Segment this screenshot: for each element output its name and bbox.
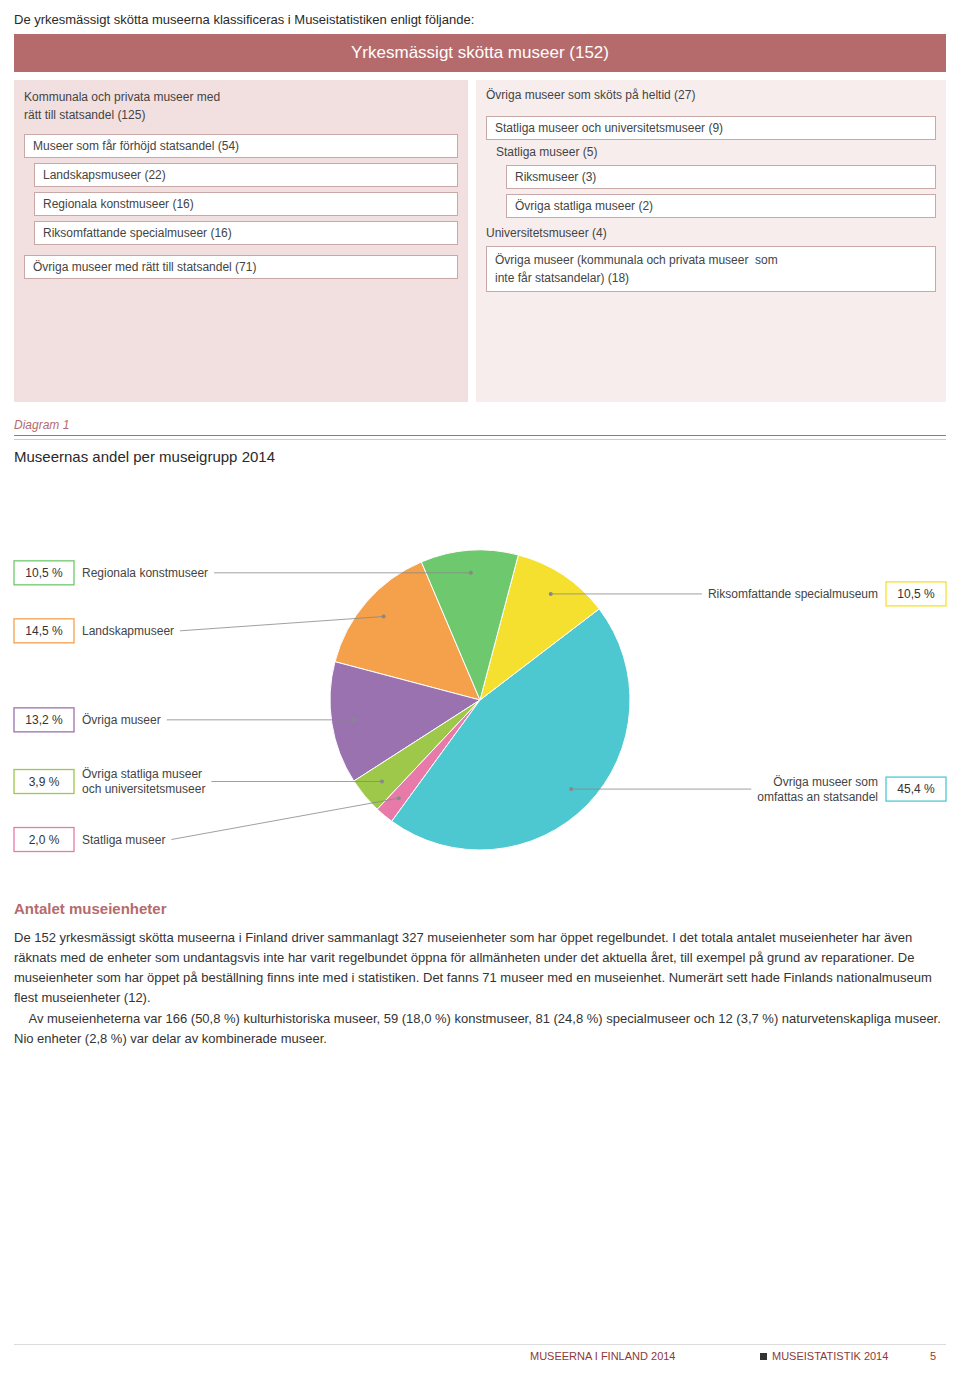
- category-label: Övriga statliga museeroch universitetsmu…: [82, 767, 205, 796]
- panel-title: Övriga museer som sköts på heltid (27): [486, 88, 936, 102]
- footer-text: MUSEISTATISTIK 2014: [772, 1350, 888, 1362]
- body-paragraph: De 152 yrkesmässigt skötta museerna i Fi…: [14, 928, 946, 1009]
- left-panel: Kommunala och privata museer med rätt ti…: [14, 80, 468, 402]
- pie-chart: 10,5 % Regionala konstmuseer 14,5 % Landska…: [0, 480, 960, 880]
- body-heading: Antalet museienheter: [14, 900, 167, 917]
- divider: [14, 439, 946, 440]
- value-box: [14, 708, 74, 732]
- leader-dot: [549, 592, 553, 596]
- value-box: [886, 582, 946, 606]
- data-label: 2,0 %: [29, 833, 60, 847]
- leader-line: [551, 593, 702, 594]
- category-label: Regionala konstmuseer: [82, 566, 208, 580]
- data-label: 13,2 %: [25, 713, 63, 727]
- page-title: De yrkesmässigt skötta museerna klassifi…: [14, 12, 474, 27]
- category-label: Statliga museer: [82, 833, 165, 847]
- item-box: Riksmuseer (3): [506, 165, 936, 189]
- footer-text: MUSEERNA I FINLAND 2014: [530, 1350, 676, 1362]
- data-label: 45,4 %: [897, 782, 935, 796]
- leader-dot: [352, 718, 356, 722]
- header-bar: Yrkesmässigt skötta museer (152): [14, 34, 946, 72]
- value-box: [14, 770, 74, 794]
- item-box: Landskapsmuseer (22): [34, 163, 458, 187]
- leader-line: [571, 789, 751, 790]
- footer-rule: [14, 1344, 946, 1345]
- right-panel: Övriga museer som sköts på heltid (27) St…: [476, 80, 946, 402]
- data-label: 3,9 %: [29, 775, 60, 789]
- group-box: Övriga museer (kommunala och privata mus…: [486, 246, 936, 292]
- data-label: 10,5 %: [25, 566, 63, 580]
- wedges: [330, 550, 630, 850]
- annotations: 10,5 % Regionala konstmuseer 14,5 % Landska…: [14, 561, 946, 852]
- divider: [14, 435, 946, 436]
- leader-dot: [380, 780, 384, 784]
- data-label: 14,5 %: [25, 624, 63, 638]
- chart-title: Museernas andel per museigrupp 2014: [14, 448, 275, 465]
- sub-label: Statliga museer (5): [496, 145, 936, 159]
- leader-line: [214, 572, 471, 573]
- group-box: Övriga museer med rätt till statsandel (…: [24, 255, 458, 279]
- category-label: Riksomfattande specialmuseum: [708, 587, 878, 601]
- panel-title: Kommunala och privata museer med rätt ti…: [24, 88, 458, 124]
- page: De yrkesmässigt skötta museerna klassifi…: [0, 0, 960, 1379]
- leader-dot: [382, 615, 386, 619]
- value-box: [886, 777, 946, 801]
- item-box: Riksomfattande specialmuseer (16): [34, 221, 458, 245]
- item-box: Regionala konstmuseer (16): [34, 192, 458, 216]
- data-label: 10,5 %: [897, 587, 935, 601]
- value-box: [14, 561, 74, 585]
- value-box: [14, 619, 74, 643]
- diagram-label: Diagram 1: [14, 418, 69, 432]
- group-box: Statliga museer och universitetsmuseer (…: [486, 116, 936, 140]
- category-label: Landskapmuseer: [82, 624, 174, 638]
- sub-label: Universitetsmuseer (4): [486, 226, 936, 240]
- footer-separator: [760, 1353, 767, 1360]
- category-label: Övriga museer: [82, 713, 161, 727]
- body-paragraph: Av museienheterna var 166 (50,8 %) kultu…: [14, 1009, 946, 1049]
- leader-dot: [397, 796, 401, 800]
- value-box: [14, 828, 74, 852]
- leader-line: [171, 798, 398, 839]
- group-box: Museer som får förhöjd statsandel (54): [24, 134, 458, 158]
- leader-line: [211, 781, 382, 782]
- page-number: 5: [930, 1350, 936, 1362]
- leader-line: [167, 719, 354, 720]
- leader-dot: [469, 571, 473, 575]
- leader-line: [180, 617, 384, 631]
- leader-dot: [569, 787, 573, 791]
- category-label: Övriga museer somomfattas an statsandel: [757, 775, 878, 804]
- body-text: De 152 yrkesmässigt skötta museerna i Fi…: [14, 928, 946, 1049]
- item-box: Övriga statliga museer (2): [506, 194, 936, 218]
